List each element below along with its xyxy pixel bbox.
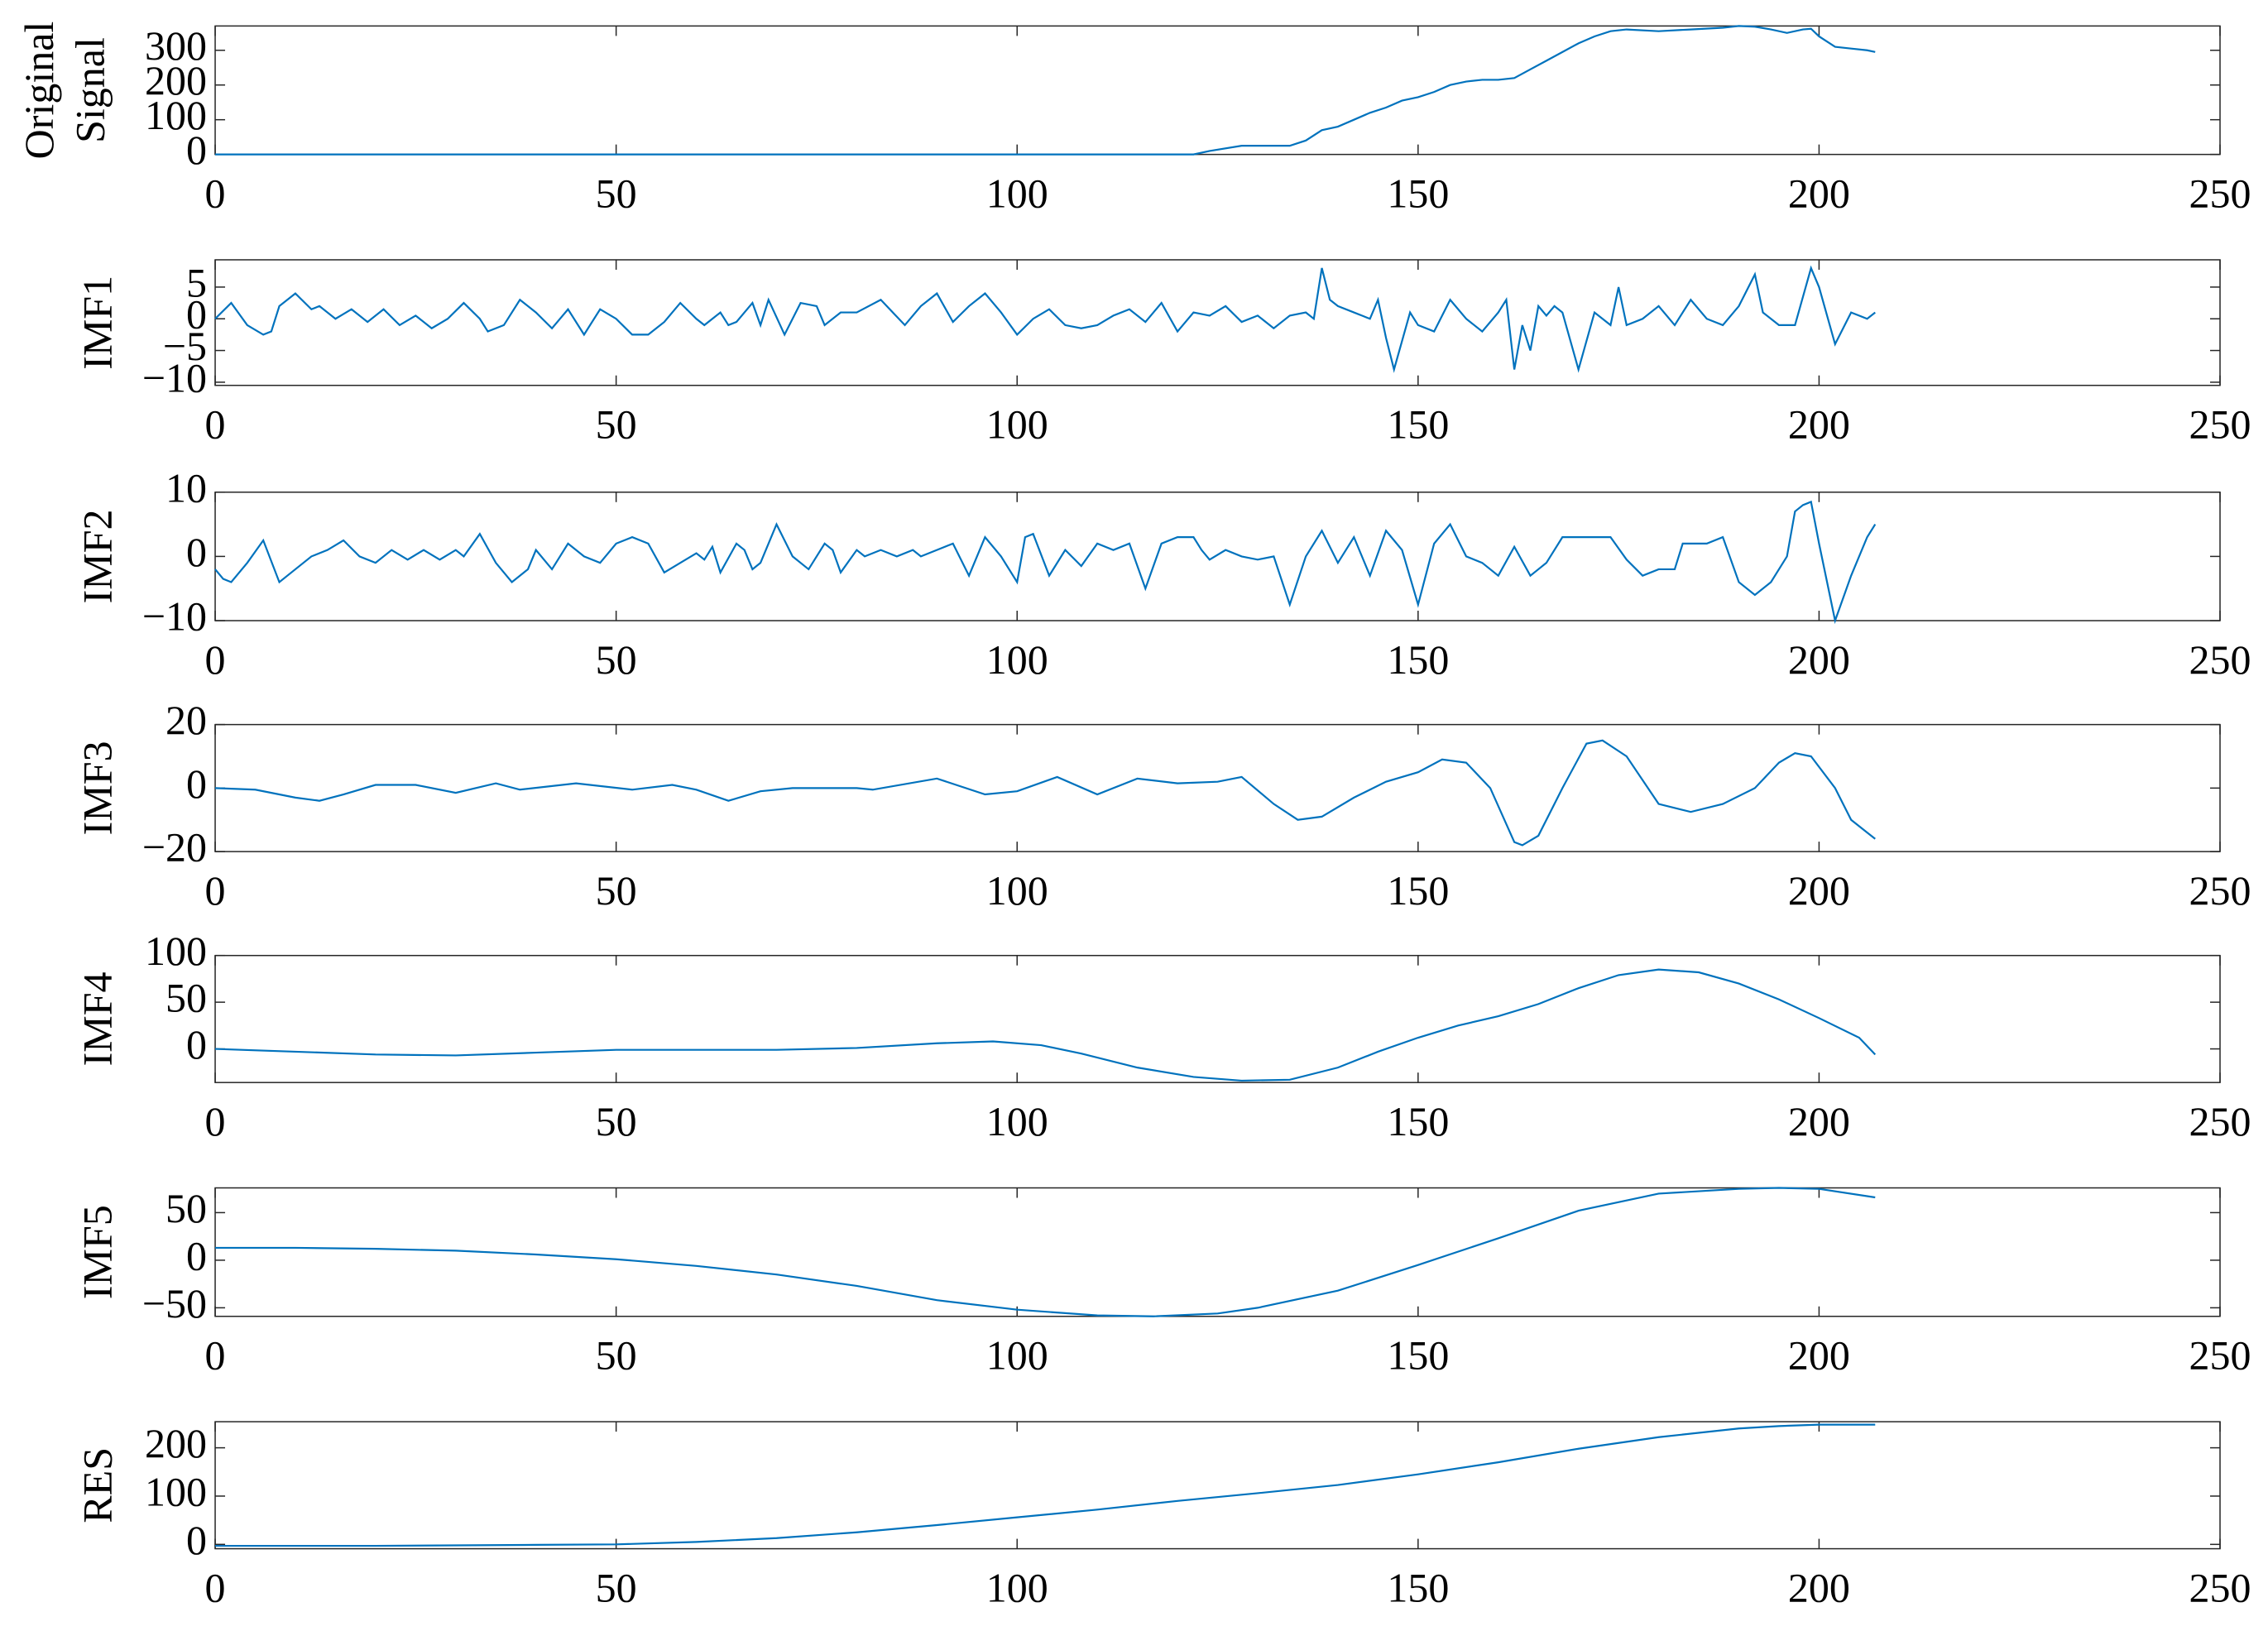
signal-line <box>215 1187 1876 1317</box>
y-tick-label: 100 <box>145 1468 207 1514</box>
y-tick-label: −20 <box>142 824 207 871</box>
x-tick-label: 250 <box>2189 170 2251 216</box>
x-tick-label: 100 <box>986 867 1048 914</box>
x-tick-label: 50 <box>596 170 637 216</box>
y-tick-label: 100 <box>145 928 207 974</box>
x-tick-label: 0 <box>205 1332 226 1379</box>
x-tick-label: 200 <box>1788 1098 1850 1144</box>
x-tick-label: 50 <box>596 1564 637 1610</box>
axes-frame <box>214 492 2221 621</box>
x-tick-label: 200 <box>1788 170 1850 216</box>
y-tick-label: 0 <box>186 1232 207 1278</box>
signal-line <box>214 500 1877 625</box>
x-tick-label: 200 <box>1788 867 1850 914</box>
axes-frame <box>214 25 2221 156</box>
y-axis-label: Signal <box>67 37 113 143</box>
y-tick-label: 0 <box>186 291 207 338</box>
x-tick-label: 50 <box>596 1098 637 1144</box>
x-tick-label: 200 <box>1788 401 1850 448</box>
y-tick-label: −10 <box>142 354 207 401</box>
x-tick-label: 50 <box>596 636 637 683</box>
y-tick-label: 0 <box>186 127 207 173</box>
y-tick-label: 0 <box>186 529 207 575</box>
y-axis-label: Original <box>16 22 62 160</box>
x-tick-label: 0 <box>205 170 226 216</box>
axes-frame <box>214 1421 2221 1550</box>
axes-frame <box>214 1187 2221 1317</box>
x-tick-label: 250 <box>2189 636 2251 683</box>
x-tick-label: 100 <box>986 636 1048 683</box>
y-tick-label: 20 <box>165 697 207 743</box>
y-tick-label: 200 <box>145 1420 207 1466</box>
x-tick-label: 0 <box>205 401 226 448</box>
x-tick-label: 150 <box>1387 636 1449 683</box>
x-tick-label: 150 <box>1387 401 1449 448</box>
y-tick-label: 0 <box>186 1021 207 1067</box>
y-axis-label: IMF3 <box>74 741 120 835</box>
y-axis-label: IMF2 <box>74 509 120 603</box>
y-tick-label: 5 <box>186 259 207 305</box>
y-axis-label: IMF4 <box>74 971 120 1066</box>
x-tick-label: 0 <box>205 636 226 683</box>
signal-line <box>215 1423 1876 1547</box>
y-tick-label: 0 <box>186 1517 207 1563</box>
y-tick-label: 300 <box>145 22 207 69</box>
y-axis-label: IMF1 <box>74 276 120 370</box>
axes-frame <box>214 954 2221 1083</box>
axes-frame <box>214 259 2221 386</box>
signal-line <box>215 968 1877 1082</box>
y-tick-label: −50 <box>142 1280 207 1326</box>
x-tick-label: 150 <box>1387 1332 1449 1379</box>
x-tick-label: 50 <box>596 867 637 914</box>
x-tick-label: 100 <box>986 170 1048 216</box>
y-tick-label: 50 <box>165 1185 207 1231</box>
y-tick-label: 200 <box>145 57 207 103</box>
x-tick-label: 100 <box>986 1098 1048 1144</box>
x-tick-label: 250 <box>2189 401 2251 448</box>
x-tick-label: 150 <box>1387 170 1449 216</box>
x-tick-label: 250 <box>2189 1332 2251 1379</box>
y-tick-label: 10 <box>165 464 207 511</box>
x-tick-label: 250 <box>2189 867 2251 914</box>
x-tick-label: 0 <box>205 1098 226 1144</box>
signal-line <box>214 739 1876 847</box>
y-tick-label: −5 <box>163 323 207 369</box>
x-tick-label: 150 <box>1387 867 1449 914</box>
x-tick-label: 250 <box>2189 1098 2251 1144</box>
y-axis-label: IMF5 <box>74 1205 120 1299</box>
x-tick-label: 250 <box>2189 1564 2251 1610</box>
signal-line <box>215 25 1876 156</box>
y-tick-label: 50 <box>165 975 207 1021</box>
x-tick-label: 100 <box>986 1564 1048 1610</box>
x-tick-label: 200 <box>1788 636 1850 683</box>
x-tick-label: 50 <box>596 1332 637 1379</box>
y-tick-label: −10 <box>142 592 207 639</box>
y-axis-label: RES <box>74 1447 120 1523</box>
x-tick-label: 0 <box>205 1564 226 1610</box>
x-tick-label: 100 <box>986 1332 1048 1379</box>
x-tick-label: 150 <box>1387 1564 1449 1610</box>
y-tick-label: 0 <box>186 760 207 807</box>
x-tick-label: 50 <box>596 401 637 448</box>
x-tick-label: 100 <box>986 401 1048 448</box>
y-tick-label: 100 <box>145 92 207 138</box>
signal-line <box>214 265 1876 373</box>
x-tick-label: 150 <box>1387 1098 1449 1144</box>
x-tick-label: 200 <box>1788 1332 1850 1379</box>
x-tick-label: 200 <box>1788 1564 1850 1610</box>
x-tick-label: 0 <box>205 867 226 914</box>
